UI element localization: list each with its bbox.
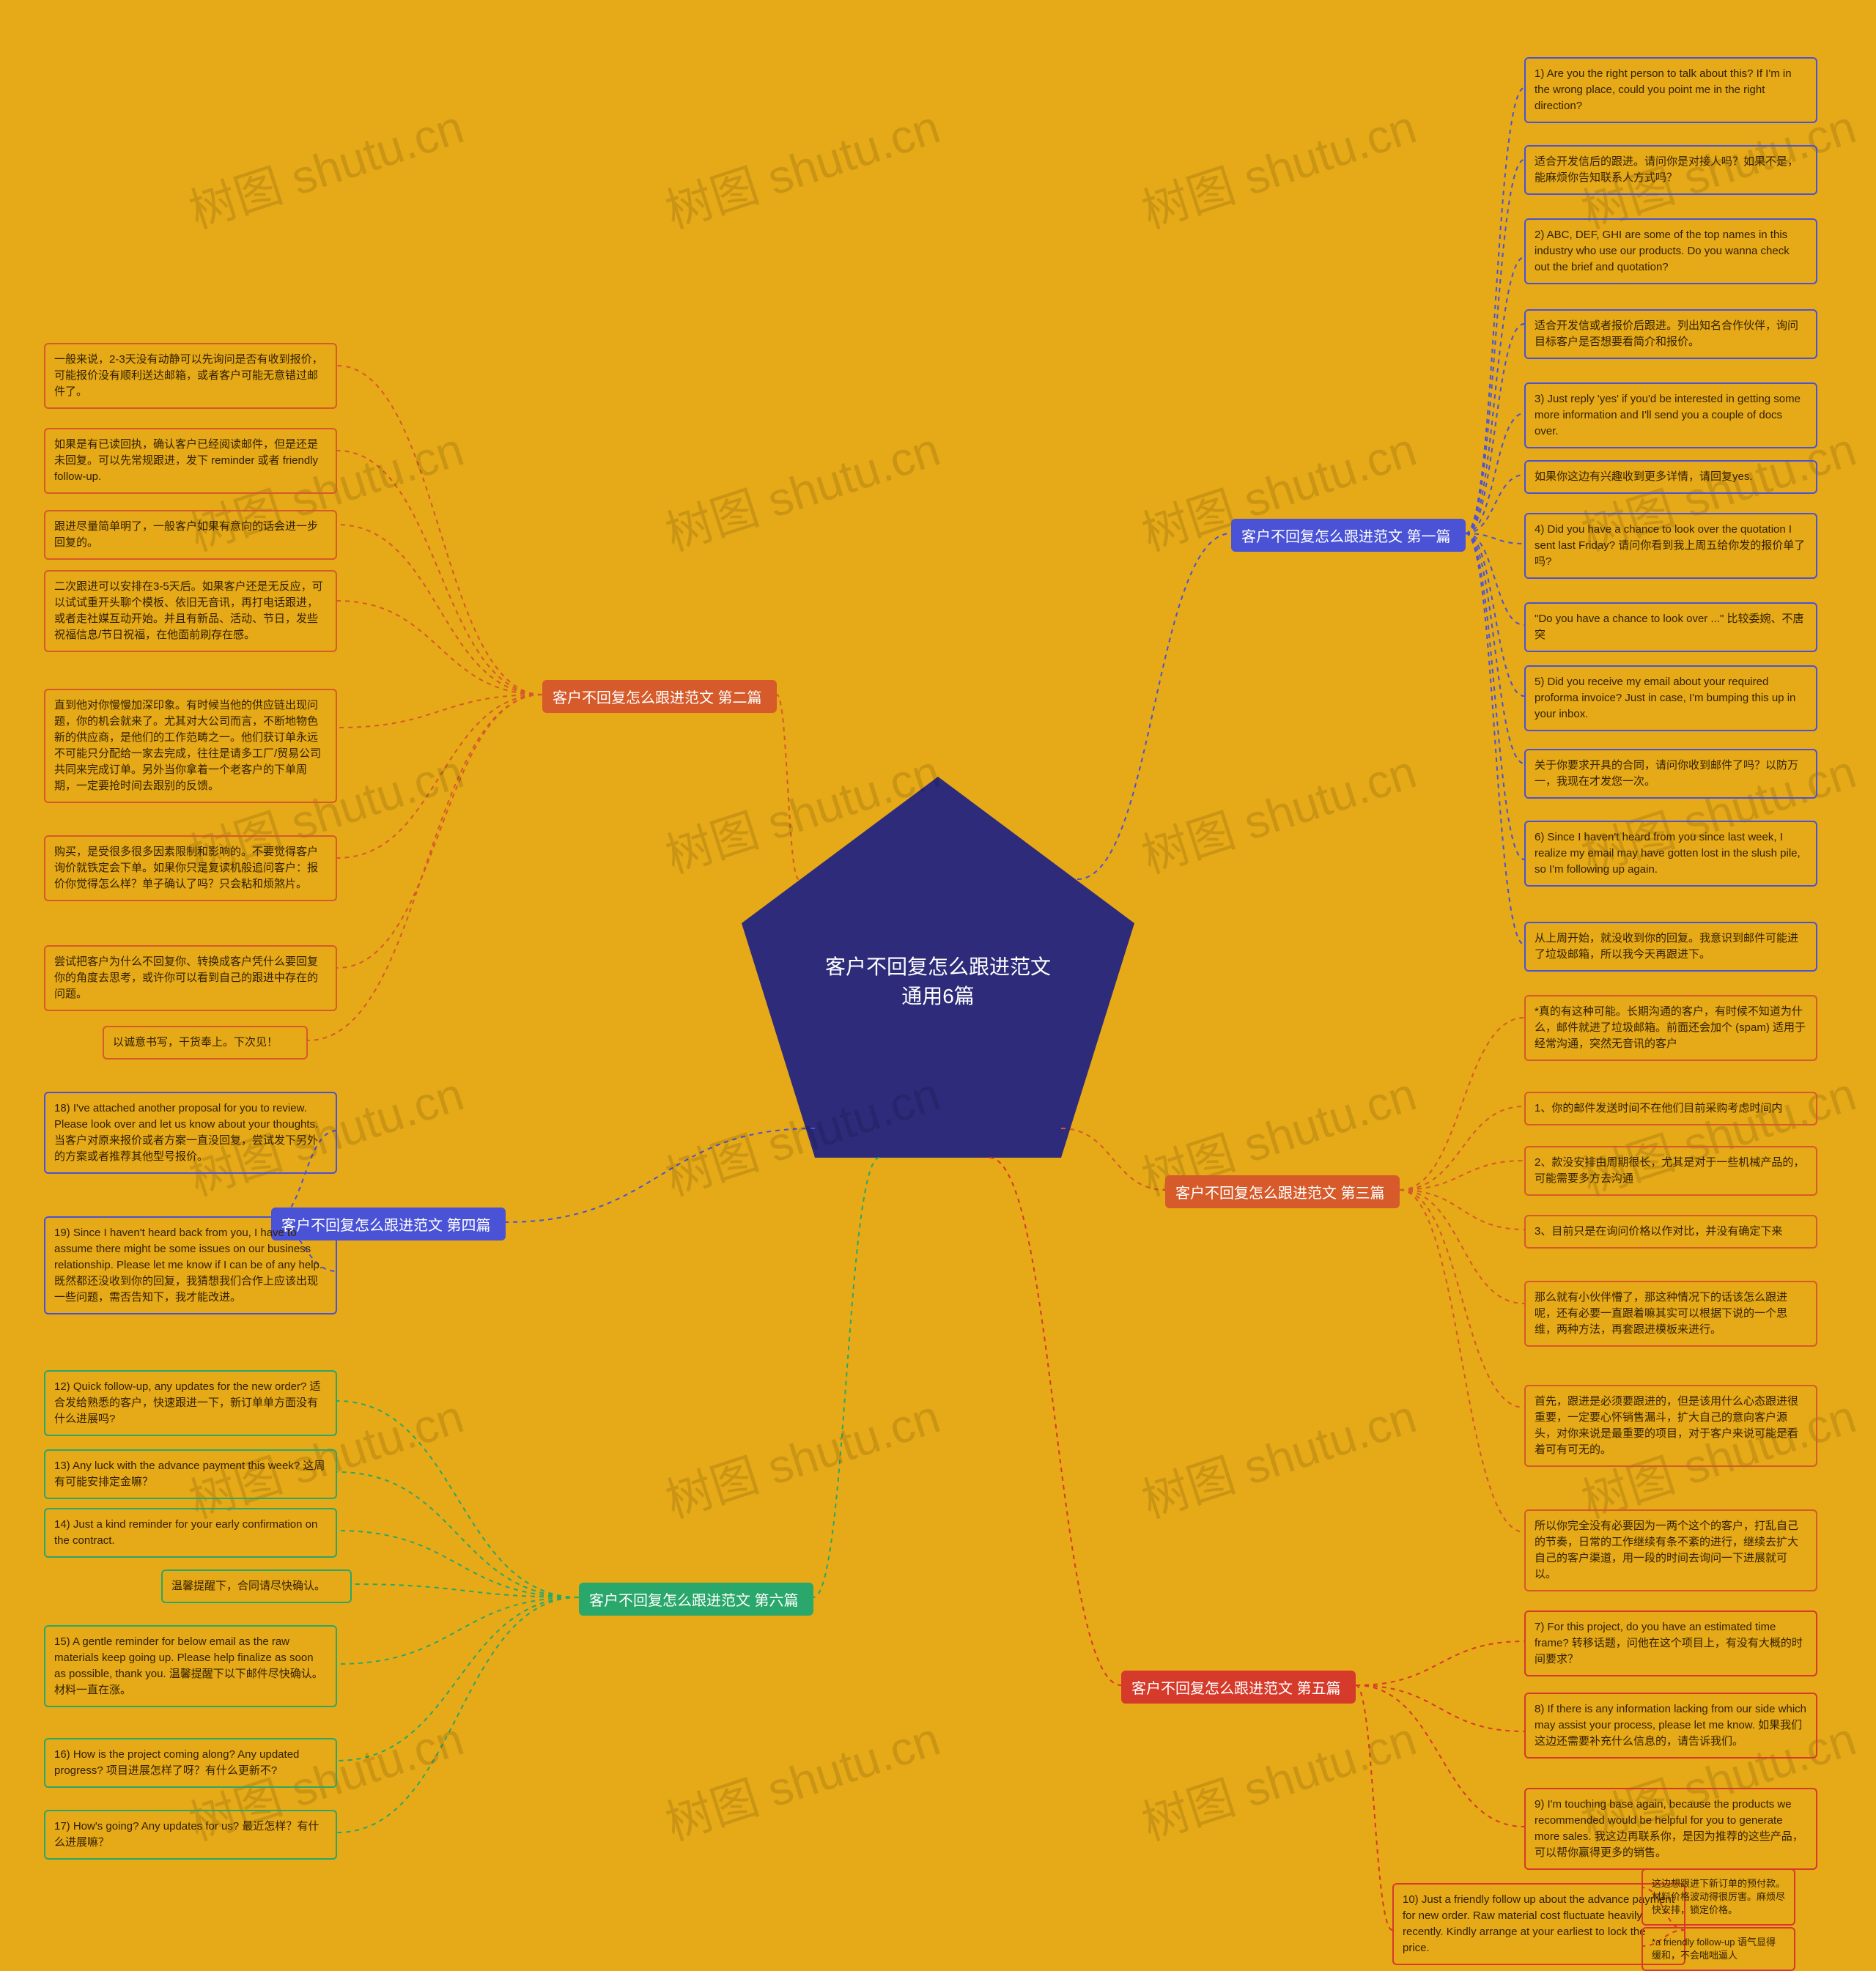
leaf-b3-3: 3、目前只是在询问价格以作对比，并没有确定下来 (1524, 1215, 1817, 1249)
leaf-b2-6: 尝试把客户为什么不回复你、转换成客户凭什么要回复你的角度去思考，或许你可以看到自… (44, 945, 337, 1011)
leaf-b2-3: 二次跟进可以安排在3-5天后。如果客户还是无反应，可以试试重开头聊个模板、依旧无… (44, 570, 337, 652)
leaf-b2-1: 如果是有已读回执，确认客户已经阅读邮件，但是还是未回复。可以先常规跟进，发下 r… (44, 428, 337, 494)
leaf-b5-0: 7) For this project, do you have an esti… (1524, 1611, 1817, 1676)
leaf-b4-0: 18) I've attached another proposal for y… (44, 1092, 337, 1174)
leaf-b1-10: 6) Since I haven't heard from you since … (1524, 821, 1817, 887)
leaf-b2-5: 购买，是受很多很多因素限制和影响的。不要觉得客户询价就铁定会下单。如果你只是复读… (44, 835, 337, 901)
leaf-b1-3: 适合开发信或者报价后跟进。列出知名合作伙伴，询问目标客户是否想要看简介和报价。 (1524, 309, 1817, 359)
leaf-b2-0: 一般来说，2-3天没有动静可以先询问是否有收到报价，可能报价没有顺利送达邮箱，或… (44, 343, 337, 409)
leaf-b3-5: 首先，跟进是必须要跟进的，但是该用什么心态跟进很重要，一定要心怀销售漏斗，扩大自… (1524, 1385, 1817, 1467)
leaf-b1-8: 5) Did you receive my email about your r… (1524, 665, 1817, 731)
branch-b5[interactable]: 客户不回复怎么跟进范文 第五篇 (1121, 1671, 1356, 1704)
leaf-b3-4: 那么就有小伙伴懵了，那这种情况下的话该怎么跟进呢，还有必要一直跟着嘛其实可以根据… (1524, 1281, 1817, 1347)
leaf-b5-1: 8) If there is any information lacking f… (1524, 1693, 1817, 1759)
leaf-b6-5: 16) How is the project coming along? Any… (44, 1738, 337, 1788)
leaf-b1-7: "Do you have a chance to look over ..." … (1524, 602, 1817, 652)
leaf-b6-4: 15) A gentle reminder for below email as… (44, 1625, 337, 1707)
leaf-b3-2: 2、款没安排由周期很长，尤其是对于一些机械产品的，可能需要多方去沟通 (1524, 1146, 1817, 1196)
leaf-b6-2: 14) Just a kind reminder for your early … (44, 1508, 337, 1558)
leaf-b6-0: 12) Quick follow-up, any updates for the… (44, 1370, 337, 1436)
leaf-b5-3-0: 这边想跟进下新订单的预付款。材料价格波动得很厉害。麻烦尽快安排，锁定价格。 (1642, 1868, 1795, 1926)
leaf-b1-0: 1) Are you the right person to talk abou… (1524, 57, 1817, 123)
watermark-text: 树图 shutu.cn (1132, 1379, 1423, 1531)
watermark-text: 树图 shutu.cn (656, 1379, 947, 1531)
leaf-b3-6: 所以你完全没有必要因为一两个这个的客户，打乱自己的节奏，日常的工作继续有条不紊的… (1524, 1509, 1817, 1591)
leaf-b1-11: 从上周开始，就没收到你的回复。我意识到邮件可能进了垃圾邮箱，所以我今天再跟进下。 (1524, 922, 1817, 972)
watermark-text: 树图 shutu.cn (656, 734, 947, 886)
watermark-text: 树图 shutu.cn (1132, 1701, 1423, 1853)
leaf-b4-1: 19) Since I haven't heard back from you,… (44, 1216, 337, 1314)
leaf-b3-1: 1、你的邮件发送时间不在他们目前采购考虑时间内 (1524, 1092, 1817, 1125)
watermark-text: 树图 shutu.cn (656, 1057, 947, 1208)
branch-b6[interactable]: 客户不回复怎么跟进范文 第六篇 (579, 1583, 813, 1616)
leaf-b6-3: 温馨提醒下，合同请尽快确认。 (161, 1569, 352, 1603)
leaf-b1-5: 如果你这边有兴趣收到更多详情，请回复yes. (1524, 460, 1817, 494)
leaf-b1-9: 关于你要求开具的合同，请问你收到邮件了吗？以防万一，我现在才发您一次。 (1524, 749, 1817, 799)
leaf-b1-6: 4) Did you have a chance to look over th… (1524, 513, 1817, 579)
watermark-text: 树图 shutu.cn (656, 89, 947, 241)
leaf-b3-0: *真的有这种可能。长期沟通的客户，有时候不知道为什么，邮件就进了垃圾邮箱。前面还… (1524, 995, 1817, 1061)
central-topic: 客户不回复怎么跟进范文通用6篇 (777, 938, 1099, 1026)
leaf-b1-1: 适合开发信后的跟进。请问你是对接人吗？如果不是，能麻烦你告知联系人方式吗？ (1524, 145, 1817, 195)
leaf-b6-1: 13) Any luck with the advance payment th… (44, 1449, 337, 1499)
leaf-b2-7: 以诚意书写，干货奉上。下次见！ (103, 1026, 308, 1060)
branch-b1[interactable]: 客户不回复怎么跟进范文 第一篇 (1231, 519, 1466, 552)
watermark-text: 树图 shutu.cn (656, 412, 947, 563)
leaf-b1-4: 3) Just reply 'yes' if you'd be interest… (1524, 382, 1817, 448)
leaf-b5-2: 9) I'm touching base again, because the … (1524, 1788, 1817, 1870)
leaf-b6-6: 17) How's going? Any updates for us? 最近怎… (44, 1810, 337, 1860)
branch-b3[interactable]: 客户不回复怎么跟进范文 第三篇 (1165, 1175, 1400, 1208)
branch-b2[interactable]: 客户不回复怎么跟进范文 第二篇 (542, 680, 777, 713)
leaf-b2-2: 跟进尽量简单明了，一般客户如果有意向的话会进一步回复的。 (44, 510, 337, 560)
watermark-text: 树图 shutu.cn (656, 1701, 947, 1853)
watermark-text: 树图 shutu.cn (180, 89, 470, 241)
leaf-b1-2: 2) ABC, DEF, GHI are some of the top nam… (1524, 218, 1817, 284)
leaf-b5-3-1: *a friendly follow-up 语气显得缓和，不会咄咄逼人 (1642, 1927, 1795, 1971)
watermark-text: 树图 shutu.cn (1132, 89, 1423, 241)
watermark-text: 树图 shutu.cn (1132, 734, 1423, 886)
leaf-b2-4: 直到他对你慢慢加深印象。有时候当他的供应链出现问题，你的机会就来了。尤其对大公司… (44, 689, 337, 803)
